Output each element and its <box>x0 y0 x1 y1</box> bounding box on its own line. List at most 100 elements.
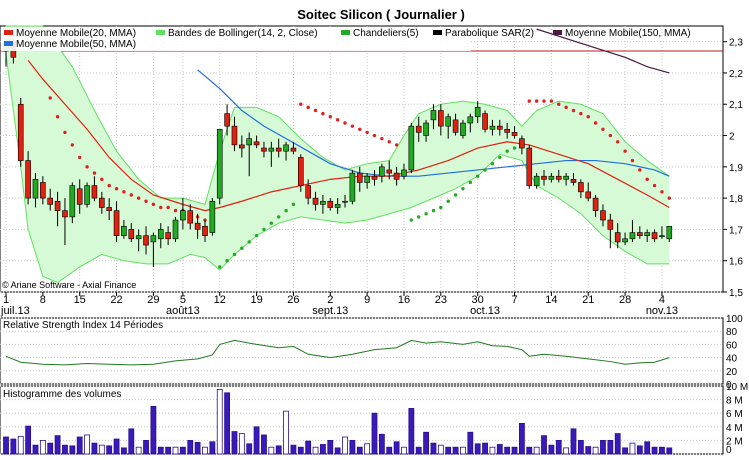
volume-bar <box>216 388 223 455</box>
sar-dot <box>240 246 244 250</box>
date-tick-label: 5 <box>180 294 186 306</box>
candle-body <box>25 160 31 199</box>
candle-body <box>106 207 112 211</box>
legend-backdrop <box>1 27 471 51</box>
candle-body <box>32 179 39 199</box>
sar-dot <box>424 212 428 216</box>
candle-body <box>379 166 385 177</box>
rsi-line <box>5 339 670 366</box>
candle-body <box>666 225 673 240</box>
candle-body <box>467 116 474 124</box>
candle-body <box>121 225 127 236</box>
candle-body <box>474 107 481 118</box>
volume-tick-label: 6 M <box>726 409 743 420</box>
month-label: juil.13 <box>0 305 30 317</box>
candle-body <box>275 147 282 152</box>
month-label: août13 <box>166 305 200 317</box>
volume-bar <box>209 441 216 455</box>
volume-bar <box>305 440 312 455</box>
sar-dot <box>291 202 296 207</box>
volume-bar <box>334 447 341 455</box>
volume-bar <box>386 446 393 455</box>
date-tick-label: 21 <box>582 294 594 306</box>
volume-bar <box>423 431 429 455</box>
volume-tick-label: 0 <box>726 445 732 455</box>
candle-body <box>165 232 171 240</box>
legend-swatch-ma50 <box>4 41 13 46</box>
sar-dot <box>387 140 391 144</box>
volume-bar <box>504 446 511 455</box>
volume-bar <box>39 439 46 455</box>
candle-body <box>415 125 422 133</box>
date-tick-label: 28 <box>619 294 631 306</box>
volume-bar <box>172 446 179 455</box>
candle-body <box>423 122 429 136</box>
date-tick-label: 23 <box>435 294 447 306</box>
candle-body <box>305 185 311 199</box>
candle-body <box>194 222 201 230</box>
candle-body <box>371 175 378 180</box>
sar-dot <box>284 208 288 213</box>
volume-bar <box>622 447 628 455</box>
volume-bar <box>10 438 17 455</box>
candle-body <box>489 125 496 130</box>
volume-bar <box>445 446 452 455</box>
candle-body <box>283 144 289 152</box>
sar-dot <box>417 215 421 219</box>
volume-bar <box>238 433 245 455</box>
price-axis: 1,5 1,6 1,7 1,8 1,9 2 2,1 2,2 2,3 <box>723 38 743 299</box>
sar-dot <box>159 205 163 210</box>
sar-dot <box>505 149 509 153</box>
volume-bar <box>231 431 238 455</box>
price-tick-label: 2,1 <box>729 100 743 111</box>
volume-bar <box>224 392 231 455</box>
candle-body <box>150 235 157 243</box>
candle-body <box>40 182 46 199</box>
legend-label-boll: Bandes de Bollinger(14, 2, Close) <box>168 28 318 39</box>
volume-bar <box>577 439 584 455</box>
candle-body <box>614 232 621 243</box>
date-tick-label: 30 <box>472 294 484 306</box>
sar-dot <box>218 265 222 269</box>
price-tick-label: 2,2 <box>729 69 743 80</box>
candle-body <box>452 119 459 133</box>
sar-dot <box>616 140 620 144</box>
date-tick-label: 26 <box>287 294 299 306</box>
price-tick-label: 1,7 <box>729 225 743 236</box>
sar-dot <box>166 205 170 210</box>
volume-bar <box>98 444 105 455</box>
legend: Moyenne Mobile(20, MMA) Bandes de Bolling… <box>4 28 691 50</box>
volume-bar <box>349 439 356 455</box>
sar-dot <box>92 171 97 175</box>
volume-bar <box>253 426 260 455</box>
volume-bar <box>555 439 562 455</box>
legend-label-ma150: Moyenne Mobile(150, MMA) <box>565 28 691 39</box>
volume-bar <box>519 422 525 455</box>
volume-bar <box>179 446 186 455</box>
rsi-grid <box>0 317 723 385</box>
candle-body <box>268 147 275 152</box>
sar-dot <box>380 136 384 141</box>
sar-dot <box>350 124 355 128</box>
sar-dot <box>343 121 347 125</box>
candle-body <box>253 141 260 146</box>
sar-dot <box>498 155 502 160</box>
volume-bar <box>570 428 577 455</box>
volume-bar <box>47 442 54 455</box>
candle-body <box>231 125 238 146</box>
sar-dot <box>114 187 119 191</box>
candle-body <box>541 175 547 180</box>
sar-dot <box>564 105 568 110</box>
candle-body <box>637 232 643 236</box>
candle-body <box>504 128 510 133</box>
volume-bar <box>320 444 326 455</box>
volume-bar <box>194 442 201 455</box>
sar-dots <box>48 96 671 269</box>
candle-body <box>180 210 186 221</box>
ma150-line <box>536 28 670 74</box>
volume-bar <box>644 441 651 455</box>
sar-dot <box>667 196 671 200</box>
rsi-tick-label: 0 <box>726 380 732 391</box>
candle-body <box>239 144 245 149</box>
